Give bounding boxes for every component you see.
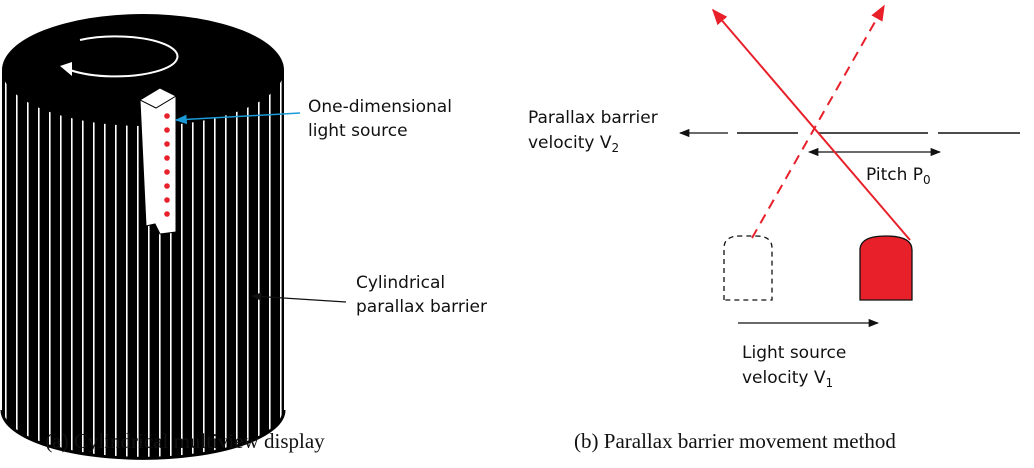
ray-dashed (751, 4, 885, 239)
source-label: One-dimensional light source (308, 97, 452, 141)
source-new (859, 235, 913, 301)
source-old (723, 235, 773, 301)
source-pointer (174, 112, 301, 125)
caption-a: (a) Cylindrical multiview display (45, 429, 325, 453)
barrier-velocity-label: Parallax barrier velocity V2 (528, 108, 658, 155)
source-velocity-label: Light source velocity V1 (742, 343, 846, 390)
caption-b: (b) Parallax barrier movement method (574, 429, 896, 453)
light-source-column (138, 87, 178, 235)
cylinder (0, 14, 286, 460)
barrier-label: Cylindrical parallax barrier (356, 273, 487, 317)
pitch-label: Pitch P0 (866, 165, 931, 187)
barrier-pointer (250, 292, 347, 303)
ray-solid (711, 8, 911, 241)
